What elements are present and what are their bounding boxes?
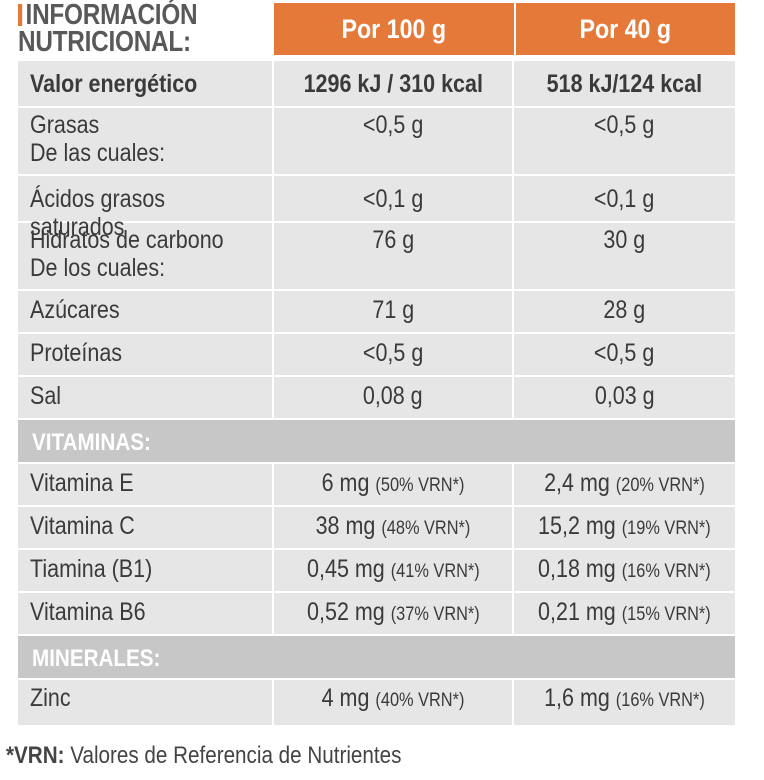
value-100g: 1296 kJ / 310 kcal — [303, 70, 483, 98]
footnote-text: Valores de Referencia de Nutrientes — [70, 742, 402, 769]
vrn-100g: (37% VRN*) — [390, 604, 480, 625]
row-label: Vitamina B6 — [30, 598, 146, 626]
header-per-40g: Por 40 g — [516, 3, 735, 55]
row-sublabel: De las cuales: — [30, 139, 166, 167]
vrn-40g: (20% VRN*) — [615, 475, 705, 496]
vrn-100g: (50% VRN*) — [375, 475, 465, 496]
value-40g: 0,03 g — [594, 382, 655, 410]
vrn-40g: (16% VRN*) — [621, 561, 711, 582]
value-40g: 1,6 mg — [544, 684, 610, 712]
value-40g: <0,5 g — [594, 111, 655, 139]
row-label: Valor energético — [30, 70, 198, 98]
section-heading: MINERALES: — [32, 645, 161, 672]
title-line-2: NUTRICIONAL: — [18, 26, 191, 58]
row-label: Hidratos de carbono — [30, 226, 224, 254]
value-100g: 6 mg — [321, 469, 370, 497]
value-100g: 0,08 g — [363, 382, 423, 410]
value-40g: 0,18 mg — [538, 555, 616, 583]
value-100g: 4 mg — [321, 684, 370, 712]
row-label: Azúcares — [30, 296, 120, 324]
table-row-fat: Grasas De las cuales: <0,5 g <0,5 g — [18, 108, 735, 176]
value-40g: <0,5 g — [594, 339, 655, 367]
footnote: *VRN: Valores de Referencia de Nutriente… — [6, 742, 401, 770]
table-row-vitamin-c: Vitamina C 38 mg (48% VRN*) 15,2 mg (19%… — [18, 507, 735, 550]
value-100g: 71 g — [372, 296, 414, 324]
value-100g: <0,1 g — [362, 185, 424, 213]
value-100g: 0,52 mg — [306, 598, 385, 626]
value-100g: 0,45 mg — [306, 555, 385, 583]
footnote-key: *VRN: — [6, 742, 65, 769]
table-row-sugars: Azúcares 71 g 28 g — [18, 291, 735, 334]
table-row-vitamin-b6: Vitamina B6 0,52 mg (37% VRN*) 0,21 mg (… — [18, 593, 735, 636]
value-100g: 38 mg — [315, 512, 376, 540]
row-label: Vitamina E — [30, 469, 134, 497]
vrn-100g: (48% VRN*) — [381, 518, 471, 539]
section-vitamins: VITAMINAS: — [18, 420, 735, 464]
nutrition-table: Valor energético 1296 kJ / 310 kcal 518 … — [18, 61, 735, 727]
table-row-thiamine: Tiamina (B1) 0,45 mg (41% VRN*) 0,18 mg … — [18, 550, 735, 593]
section-heading: VITAMINAS: — [32, 429, 151, 456]
row-label: Proteínas — [30, 339, 123, 367]
vrn-100g: (40% VRN*) — [375, 690, 465, 711]
value-100g: <0,5 g — [362, 111, 424, 139]
row-label: Sal — [30, 382, 62, 410]
vrn-40g: (16% VRN*) — [615, 690, 705, 711]
table-row-energy: Valor energético 1296 kJ / 310 kcal 518 … — [18, 61, 735, 108]
value-40g: 2,4 mg — [544, 469, 610, 497]
table-row-salt: Sal 0,08 g 0,03 g — [18, 377, 735, 420]
vrn-100g: (41% VRN*) — [390, 561, 480, 582]
value-40g: 30 g — [603, 226, 646, 254]
title-accent-bar — [18, 4, 23, 26]
value-100g: 76 g — [372, 226, 414, 254]
value-100g: <0,5 g — [362, 339, 424, 367]
vrn-40g: (19% VRN*) — [621, 518, 711, 539]
table-row-zinc: Zinc 4 mg (40% VRN*) 1,6 mg (16% VRN*) — [18, 680, 735, 727]
section-minerals: MINERALES: — [18, 636, 735, 680]
table-row-vitamin-e: Vitamina E 6 mg (50% VRN*) 2,4 mg (20% V… — [18, 464, 735, 507]
row-label: Ácidos grasos saturados — [30, 185, 166, 241]
header-per-100g: Por 100 g — [274, 3, 514, 55]
value-40g: 518 kJ/124 kcal — [546, 70, 703, 98]
value-40g: <0,1 g — [594, 185, 655, 213]
table-row-saturated-fat: Ácidos grasos saturados <0,1 g <0,1 g — [18, 176, 735, 241]
value-40g: 15,2 mg — [538, 512, 616, 540]
row-label: Vitamina C — [30, 512, 135, 540]
title-line-1: INFORMACIÓN — [25, 0, 198, 31]
row-label: Zinc — [30, 684, 71, 712]
vrn-40g: (15% VRN*) — [621, 604, 711, 625]
table-row-protein: Proteínas <0,5 g <0,5 g — [18, 334, 735, 377]
row-sublabel: De los cuales: — [30, 254, 166, 282]
page-title: INFORMACIÓN NUTRICIONAL: — [18, 0, 228, 58]
table-row-carbs: Hidratos de carbono De los cuales: 76 g … — [18, 223, 735, 291]
row-label: Grasas — [30, 111, 100, 139]
value-40g: 0,21 mg — [538, 598, 616, 626]
row-label: Tiamina (B1) — [30, 555, 153, 583]
value-40g: 28 g — [603, 296, 646, 324]
